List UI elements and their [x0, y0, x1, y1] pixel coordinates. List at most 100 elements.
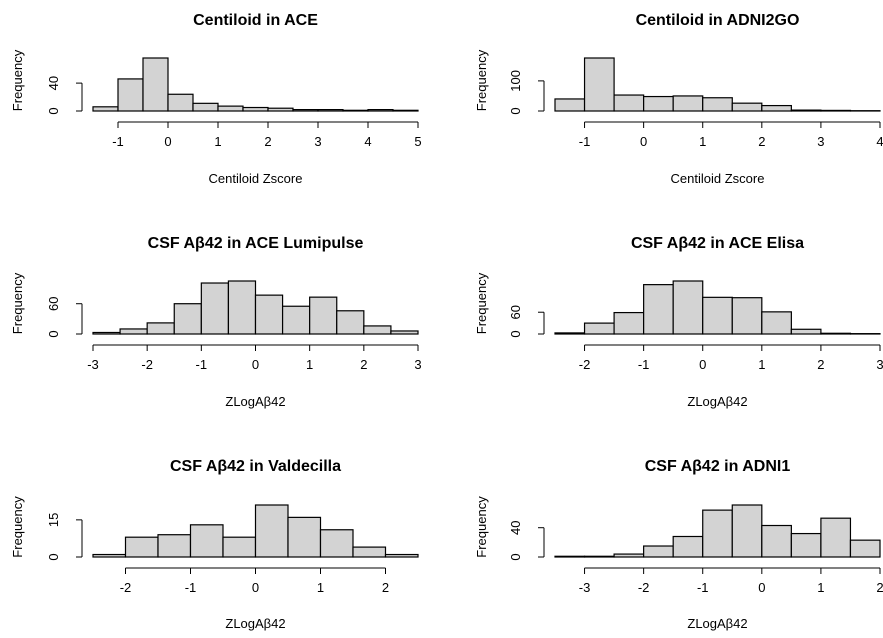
- x-axis-label: ZLogAβ42: [687, 616, 747, 631]
- x-tick-label: 2: [360, 357, 367, 372]
- histogram-bar: [791, 329, 821, 334]
- x-tick-label: 5: [414, 134, 421, 149]
- x-tick-label: -1: [185, 580, 197, 595]
- histogram-bar: [321, 530, 354, 557]
- histogram-bar: [703, 510, 733, 557]
- y-axis-label: Frequency: [474, 496, 489, 558]
- histogram-bar: [821, 333, 851, 334]
- x-tick-label: 1: [306, 357, 313, 372]
- chart-title: CSF Aβ42 in ACE Lumipulse: [148, 235, 364, 252]
- x-tick-label: 3: [817, 134, 824, 149]
- histogram-bar: [228, 281, 255, 334]
- y-axis-label: Frequency: [474, 49, 489, 111]
- histogram-bar: [614, 95, 644, 111]
- chart-title: CSF Aβ42 in ADNI1: [645, 458, 791, 475]
- x-tick-label: 4: [876, 134, 883, 149]
- histogram-bar: [283, 306, 310, 334]
- histogram-bar: [555, 333, 585, 334]
- histogram-bar: [143, 58, 168, 111]
- histogram-bar: [386, 555, 419, 557]
- x-axis-label: Centiloid Zscore: [209, 171, 303, 186]
- x-tick-label: 3: [314, 134, 321, 149]
- y-axis-label: Frequency: [10, 272, 25, 334]
- chart-title: Centiloid in ACE: [193, 12, 318, 29]
- histogram-bar: [201, 283, 228, 334]
- histogram-bar: [193, 103, 218, 111]
- histogram-bar: [337, 311, 364, 334]
- histogram-bar: [585, 323, 615, 334]
- histogram-bar: [93, 332, 120, 334]
- histogram-bar: [168, 94, 193, 111]
- x-tick-label: 2: [876, 580, 883, 595]
- histogram-bar: [310, 297, 337, 334]
- x-tick-label: 2: [264, 134, 271, 149]
- x-tick-label: 0: [164, 134, 171, 149]
- x-axis-label: Centiloid Zscore: [671, 171, 765, 186]
- histogram-bar: [673, 536, 703, 557]
- x-tick-label: 3: [414, 357, 421, 372]
- histogram-bar: [268, 108, 293, 111]
- y-tick-label: 15: [46, 513, 61, 527]
- histogram-bar: [791, 110, 821, 111]
- histogram-bar: [118, 79, 143, 111]
- histogram-bar: [762, 526, 792, 557]
- y-tick-label: 0: [508, 107, 523, 114]
- histogram-bar: [644, 546, 674, 557]
- chart-title: Centiloid in ADNI2GO: [636, 12, 800, 29]
- x-tick-label: 0: [252, 580, 259, 595]
- x-axis-label: ZLogAβ42: [225, 616, 285, 631]
- x-tick-label: -2: [638, 580, 650, 595]
- x-axis-label: ZLogAβ42: [687, 394, 747, 409]
- x-tick-label: -2: [120, 580, 132, 595]
- y-tick-label: 0: [46, 107, 61, 114]
- y-tick-label: 0: [46, 330, 61, 337]
- x-tick-label: 1: [699, 134, 706, 149]
- histogram-bar: [762, 312, 792, 334]
- x-tick-label: 0: [252, 357, 259, 372]
- histogram-bar: [158, 535, 191, 557]
- x-tick-label: 3: [876, 357, 883, 372]
- histogram-bar: [673, 281, 703, 334]
- x-tick-label: -2: [579, 357, 591, 372]
- histogram-bar: [293, 110, 318, 111]
- y-axis-label: Frequency: [10, 49, 25, 111]
- histogram-bar: [585, 58, 615, 111]
- histogram-bar: [93, 107, 118, 111]
- histogram-bar: [791, 534, 821, 557]
- y-tick-label: 60: [508, 305, 523, 319]
- histogram-bar: [762, 106, 792, 111]
- x-tick-label: -2: [141, 357, 153, 372]
- histogram-bar: [732, 505, 762, 557]
- histogram-bar: [120, 329, 147, 334]
- histogram-bar: [126, 537, 159, 557]
- chart-title: CSF Aβ42 in ACE Elisa: [631, 235, 804, 252]
- y-tick-label: 60: [46, 296, 61, 310]
- histogram-bar: [732, 298, 762, 334]
- histogram-bar: [703, 297, 733, 334]
- histogram-bar: [191, 525, 224, 557]
- histogram-bar: [93, 555, 126, 557]
- y-tick-label: 40: [46, 76, 61, 90]
- histogram-bar: [218, 106, 243, 111]
- histogram-bar: [243, 108, 268, 111]
- histogram-bar: [644, 97, 674, 111]
- histogram-bar: [256, 295, 283, 334]
- histogram-bar: [174, 304, 201, 334]
- histogram-bar: [821, 518, 851, 557]
- histogram-bar: [393, 110, 418, 111]
- x-tick-label: 1: [317, 580, 324, 595]
- x-tick-label: -3: [87, 357, 99, 372]
- histogram-bar: [223, 537, 256, 557]
- histogram-bar: [673, 96, 703, 111]
- histogram-bar: [353, 547, 386, 557]
- x-tick-label: 0: [699, 357, 706, 372]
- y-axis-label: Frequency: [10, 496, 25, 558]
- x-tick-label: 1: [817, 580, 824, 595]
- histogram-bar: [256, 505, 289, 557]
- x-tick-label: -1: [112, 134, 124, 149]
- x-axis-label: ZLogAβ42: [225, 394, 285, 409]
- histogram-bar: [147, 323, 174, 334]
- histogram-bar: [703, 98, 733, 111]
